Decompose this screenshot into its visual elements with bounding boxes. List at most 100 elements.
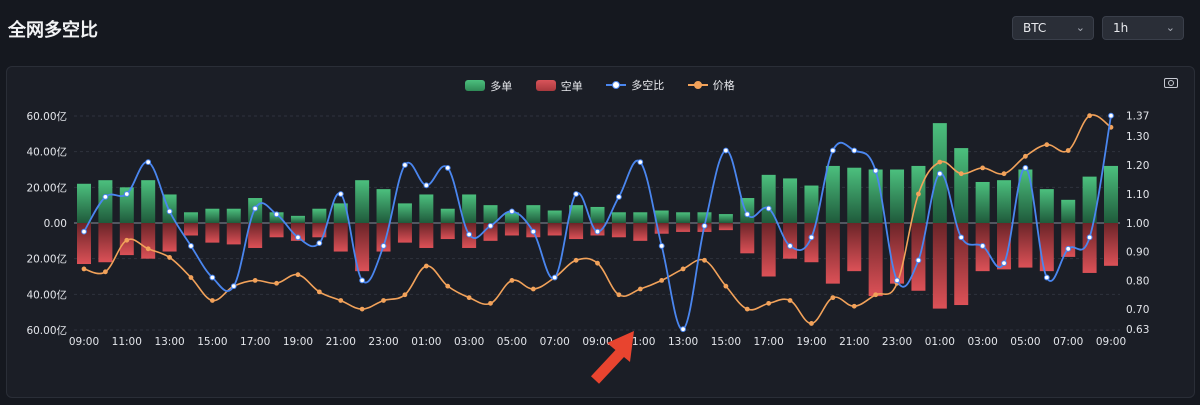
long-bar (312, 208, 327, 223)
symbol-select[interactable]: BTC ⌄ (1012, 16, 1094, 40)
price-point (530, 286, 536, 292)
long-bar (269, 212, 284, 223)
long-bar (975, 181, 990, 223)
price-point (873, 292, 879, 298)
x-tick-label: 07:00 (540, 336, 570, 348)
long-bar (804, 185, 819, 223)
ratio-point (123, 191, 130, 197)
price-point (744, 306, 750, 312)
x-tick-label: 21:00 (839, 336, 869, 348)
legend-swatch-price (687, 79, 708, 91)
price-point (958, 171, 964, 177)
long-bar (397, 203, 412, 223)
short-bar (1061, 223, 1076, 257)
legend-swatch-short (535, 80, 556, 91)
price-point (274, 280, 279, 286)
short-bar (355, 223, 370, 272)
x-tick-label: 15:00 (711, 336, 741, 348)
price-point (1044, 142, 1050, 148)
short-bar (676, 223, 691, 232)
price-point (830, 295, 836, 301)
long-bar (783, 178, 798, 223)
price-point (445, 283, 451, 289)
short-bar (569, 223, 584, 240)
legend-swatch-ratio (606, 79, 627, 91)
x-tick-label: 03:00 (454, 336, 484, 348)
short-bar (997, 223, 1012, 270)
short-bar (718, 223, 733, 231)
price-point (659, 278, 665, 283)
y-right-tick-label: 0.63 (1126, 324, 1149, 336)
price-point (809, 321, 814, 326)
chart-legend: 多单 空单 多空比 价格 (0, 77, 1200, 94)
legend-item-ratio[interactable]: 多空比 (606, 77, 664, 93)
chevron-down-icon: ⌄ (1075, 21, 1085, 34)
ratio-point (594, 228, 601, 235)
ratio-point (979, 243, 986, 249)
camera-icon[interactable] (1164, 78, 1178, 88)
x-tick-label: 23:00 (368, 336, 398, 348)
short-bar (611, 223, 626, 238)
short-bar (376, 223, 391, 252)
legend-label-short: 空单 (560, 79, 583, 93)
ratio-point (209, 274, 216, 281)
legend-label-ratio: 多空比 (631, 79, 665, 92)
ratio-point (81, 228, 87, 235)
short-bar (333, 223, 348, 252)
ratio-point (273, 211, 280, 218)
short-bar (504, 223, 519, 236)
long-bar (890, 169, 905, 223)
x-tick-label: 23:00 (882, 336, 912, 348)
long-bar (376, 189, 391, 223)
chevron-down-icon: ⌄ (1165, 21, 1175, 34)
long-bar (590, 206, 605, 223)
price-point (423, 263, 429, 269)
short-bar (761, 223, 776, 277)
ratio-point (680, 326, 686, 333)
price-point (937, 159, 943, 165)
price-point (616, 292, 622, 298)
ratio-point (166, 208, 173, 215)
long-bar (697, 212, 712, 223)
y-left-tick-label: 20.00亿 (26, 253, 67, 266)
long-bar (440, 208, 455, 223)
x-tick-label: 09:00 (69, 336, 99, 348)
long-bar (633, 212, 648, 223)
x-tick-label: 09:00 (1096, 336, 1126, 348)
price-point (595, 260, 600, 266)
long-bar (1082, 176, 1097, 223)
price-point (637, 286, 643, 292)
price-point (188, 275, 194, 280)
long-bar (419, 194, 434, 223)
ratio-point (380, 243, 387, 249)
ratio-point (402, 162, 408, 168)
legend-item-price[interactable]: 价格 (687, 77, 735, 93)
price-point (1023, 153, 1028, 159)
long-bar (954, 148, 969, 223)
short-bar (269, 223, 284, 238)
y-right-tick-label: 1.30 (1126, 131, 1149, 143)
y-right-tick-label: 1.37 (1126, 111, 1149, 123)
interval-select[interactable]: 1h ⌄ (1102, 16, 1184, 40)
ratio-point (958, 234, 965, 241)
price-point (167, 255, 172, 260)
short-bar (825, 223, 840, 284)
legend-item-long[interactable]: 多单 (465, 78, 512, 94)
y-right-tick-label: 0.80 (1126, 275, 1149, 287)
long-bar (654, 210, 669, 223)
short-bar (1018, 223, 1033, 268)
short-bar (633, 223, 648, 241)
short-bar (804, 223, 819, 263)
long-bar (1018, 169, 1033, 223)
short-bar (440, 223, 455, 240)
ratio-point (573, 191, 580, 197)
price-point (787, 298, 793, 303)
ratio-point (188, 243, 194, 249)
long-bar (333, 203, 348, 223)
price-point (381, 298, 386, 303)
price-point (1001, 171, 1007, 177)
short-bar (740, 223, 755, 254)
legend-item-short[interactable]: 空单 (535, 78, 583, 94)
ratio-point (1001, 260, 1007, 267)
ratio-point (915, 257, 922, 264)
